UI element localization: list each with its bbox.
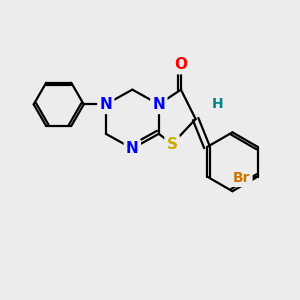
Text: S: S xyxy=(167,136,178,152)
Text: H: H xyxy=(212,98,224,111)
Text: O: O xyxy=(174,57,188,72)
Text: N: N xyxy=(126,141,139,156)
Text: N: N xyxy=(100,97,112,112)
Text: Br: Br xyxy=(233,171,250,185)
Text: N: N xyxy=(152,97,165,112)
